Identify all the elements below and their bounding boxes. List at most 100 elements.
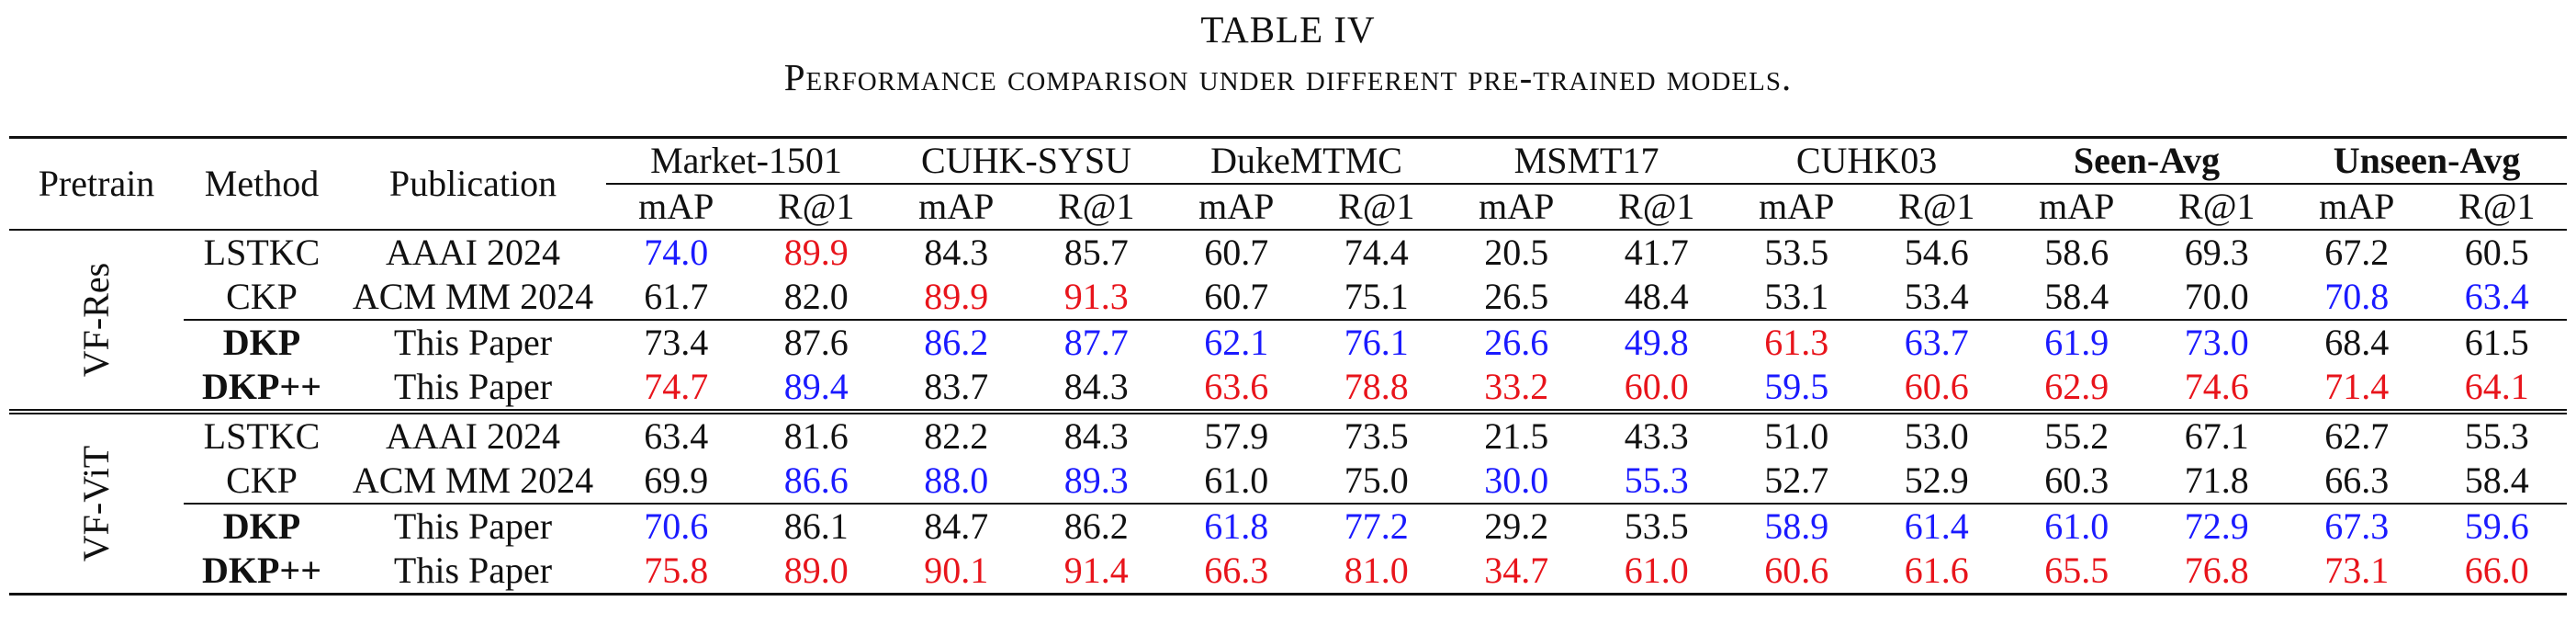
map-value-cell: 68.4: [2324, 322, 2390, 363]
map-value-cell: 58.9: [1764, 505, 1829, 547]
r1-value-cell: 70.0: [2146, 275, 2288, 321]
dataset-label: Unseen-Avg: [2333, 140, 2521, 181]
map-value-cell: 88.0: [886, 459, 1027, 505]
table-row: CKP ACM MM 2024 69.9 86.6 88.0 89.3 61.0 75.0 30…: [9, 459, 2568, 505]
header-metric-map: mAP: [2007, 183, 2147, 231]
map-value-cell: 62.7: [2324, 415, 2390, 457]
dataset-label: MSMT17: [1513, 140, 1659, 181]
r1-value-cell: 61.0: [1586, 549, 1727, 596]
r1-value-cell: 86.1: [783, 505, 849, 547]
pretrain-label: VF-ViT: [74, 445, 117, 562]
r1-value-cell: 71.8: [2146, 459, 2288, 505]
publication-cell: ACM MM 2024: [340, 275, 606, 321]
map-value-cell: 83.7: [886, 365, 1027, 414]
r1-value-cell: 87.6: [783, 322, 849, 363]
map-value-cell: 70.8: [2287, 275, 2427, 321]
r1-value-cell: 91.4: [1026, 549, 1167, 596]
header-metric-map: mAP: [2287, 183, 2427, 231]
header-dataset: MSMT17: [1446, 138, 1727, 185]
method-cell: LSTKC: [203, 415, 321, 457]
r1-value-cell: 74.6: [2146, 365, 2288, 414]
map-value-cell: 60.6: [1727, 549, 1867, 596]
header-publication: Publication: [340, 137, 606, 231]
map-value-cell: 29.2: [1484, 505, 1549, 547]
r1-value-cell: 72.9: [2184, 505, 2249, 547]
r1-value-cell: 59.6: [2464, 505, 2529, 547]
header-metric-r1: R@1: [1026, 183, 1167, 231]
r1-value-cell: 66.0: [2426, 549, 2568, 596]
r1-value-cell: 55.3: [2464, 415, 2529, 457]
r1-value-cell: 48.4: [1586, 275, 1727, 321]
r1-value-cell: 76.8: [2146, 549, 2288, 596]
map-value-cell: 60.3: [2007, 459, 2147, 505]
publication-cell: ACM MM 2024: [340, 459, 606, 505]
r1-value-cell: 41.7: [1624, 232, 1689, 273]
r1-value-cell: 60.5: [2464, 232, 2529, 273]
map-value-cell: 61.8: [1204, 505, 1269, 547]
pretrain-label: VF-Res: [74, 262, 117, 378]
method-cell: DKP: [222, 322, 301, 363]
r1-value-cell: 49.8: [1624, 322, 1689, 363]
map-value-cell: 74.0: [644, 232, 709, 273]
r1-value-cell: 91.3: [1026, 275, 1167, 321]
r1-value-cell: 89.3: [1026, 459, 1167, 505]
header-metric-map: mAP: [886, 183, 1027, 231]
map-value-cell: 33.2: [1446, 365, 1587, 414]
map-value-cell: 60.7: [1166, 275, 1307, 321]
method-cell: DKP++: [184, 365, 340, 414]
map-value-cell: 62.9: [2007, 365, 2147, 414]
r1-value-cell: 52.9: [1866, 459, 2008, 505]
map-value-cell: 73.1: [2287, 549, 2427, 596]
map-value-cell: 65.5: [2007, 549, 2147, 596]
pretrain-cell: VF-ViT: [9, 412, 184, 596]
r1-value-cell: 61.4: [1904, 505, 1969, 547]
header-metric-map: mAP: [1166, 183, 1307, 231]
r1-value-cell: 89.4: [746, 365, 887, 414]
publication-cell: This Paper: [393, 322, 553, 363]
r1-value-cell: 89.9: [783, 232, 849, 273]
map-value-cell: 66.3: [2287, 459, 2427, 505]
r1-value-cell: 84.3: [1063, 415, 1129, 457]
r1-value-cell: 58.4: [2426, 459, 2568, 505]
map-value-cell: 82.2: [924, 415, 989, 457]
dataset-label: DukeMTMC: [1210, 140, 1402, 181]
r1-value-cell: 73.5: [1344, 415, 1409, 457]
map-value-cell: 71.4: [2287, 365, 2427, 414]
map-value-cell: 57.9: [1204, 415, 1269, 457]
r1-value-cell: 86.6: [746, 459, 887, 505]
dataset-label: Market-1501: [650, 140, 842, 181]
dataset-label: Seen-Avg: [2073, 140, 2221, 181]
map-value-cell: 86.2: [924, 322, 989, 363]
header-pretrain: Pretrain: [9, 137, 184, 231]
map-value-cell: 30.0: [1446, 459, 1587, 505]
table-header: Pretrain Method Publication Market-1501 …: [9, 137, 2568, 231]
header-metric-r1: R@1: [2146, 183, 2288, 231]
publication-cell: AAAI 2024: [386, 415, 560, 457]
r1-value-cell: 84.3: [1026, 365, 1167, 414]
table-row: DKP This Paper 73.4 87.6 86.2 87.7 62.1 76.1 26.…: [9, 320, 2567, 365]
r1-value-cell: 54.6: [1904, 232, 1969, 273]
header-metric-r1: R@1: [2426, 183, 2568, 231]
r1-value-cell: 53.0: [1904, 415, 1969, 457]
header-dataset: Unseen-Avg: [2287, 138, 2567, 185]
header-dataset: Seen-Avg: [2007, 138, 2287, 185]
table-row: DKP This Paper 70.6 86.1 84.7 86.2 61.8 77.2 29.…: [9, 504, 2567, 549]
table-row: CKP ACM MM 2024 61.7 82.0 89.9 91.3 60.7 75.1 26…: [9, 275, 2568, 321]
map-value-cell: 61.3: [1764, 322, 1829, 363]
map-value-cell: 61.0: [2044, 505, 2109, 547]
map-value-cell: 55.2: [2044, 415, 2109, 457]
method-cell: CKP: [184, 459, 340, 505]
results-table: Pretrain Method Publication Market-1501 …: [9, 136, 2568, 596]
metric-header-row: mAP R@1 mAP R@1 mAP R@1 mAP R@1 mAP R@1 mAP R@1 mAP R…: [9, 183, 2568, 231]
header-metric-r1: R@1: [1866, 183, 2008, 231]
map-value-cell: 66.3: [1166, 549, 1307, 596]
r1-value-cell: 81.0: [1306, 549, 1447, 596]
r1-value-cell: 63.7: [1904, 322, 1969, 363]
method-cell: DKP++: [184, 549, 340, 596]
publication-cell: AAAI 2024: [386, 232, 560, 273]
map-value-cell: 59.5: [1727, 365, 1867, 414]
header-dataset: CUHK-SYSU: [886, 138, 1166, 185]
r1-value-cell: 78.8: [1306, 365, 1447, 414]
dataset-label: CUHK03: [1795, 140, 1938, 181]
